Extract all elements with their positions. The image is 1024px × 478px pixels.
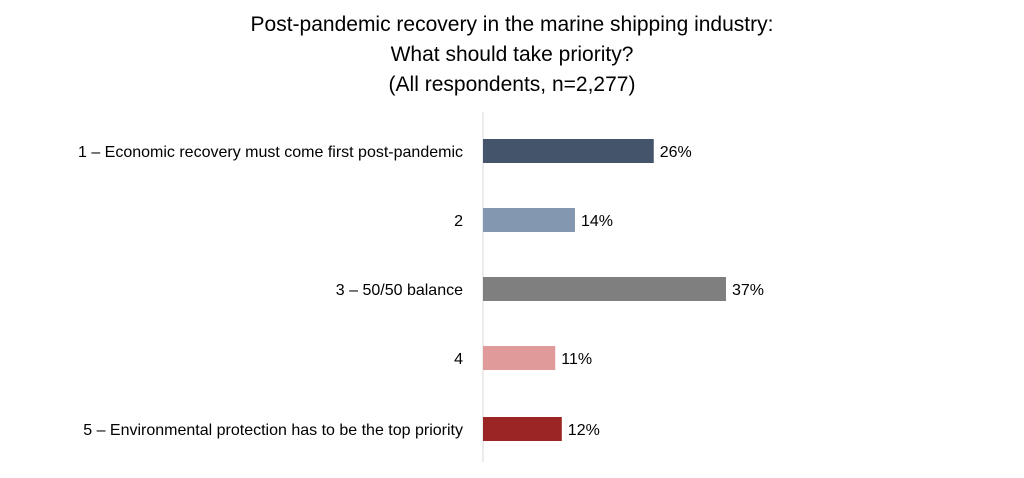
chart-title-line-2: What should take priority? (390, 43, 634, 66)
category-label-4: 4 (454, 351, 463, 368)
chart-title-line-1: Post-pandemic recovery in the marine shi… (250, 13, 774, 36)
chart-title-line-3: (All respondents, n=2,277) (388, 73, 636, 96)
value-label-5: 12% (568, 422, 600, 439)
category-label-2: 2 (454, 213, 463, 230)
bar-5 (483, 417, 562, 441)
category-label-5: 5 – Environmental protection has to be t… (83, 422, 463, 439)
value-label-3: 37% (732, 282, 764, 299)
bar-2 (483, 208, 575, 232)
value-label-1: 26% (660, 144, 692, 161)
value-label-4: 11% (561, 351, 592, 368)
category-label-1: 1 – Economic recovery must come first po… (78, 144, 463, 161)
value-label-2: 14% (581, 213, 613, 230)
bar-1 (483, 139, 654, 163)
bar-4 (483, 346, 556, 370)
category-label-3: 3 – 50/50 balance (336, 282, 463, 299)
bar-3 (483, 277, 726, 301)
chart-title: Post-pandemic recovery in the marine shi… (0, 10, 1024, 100)
